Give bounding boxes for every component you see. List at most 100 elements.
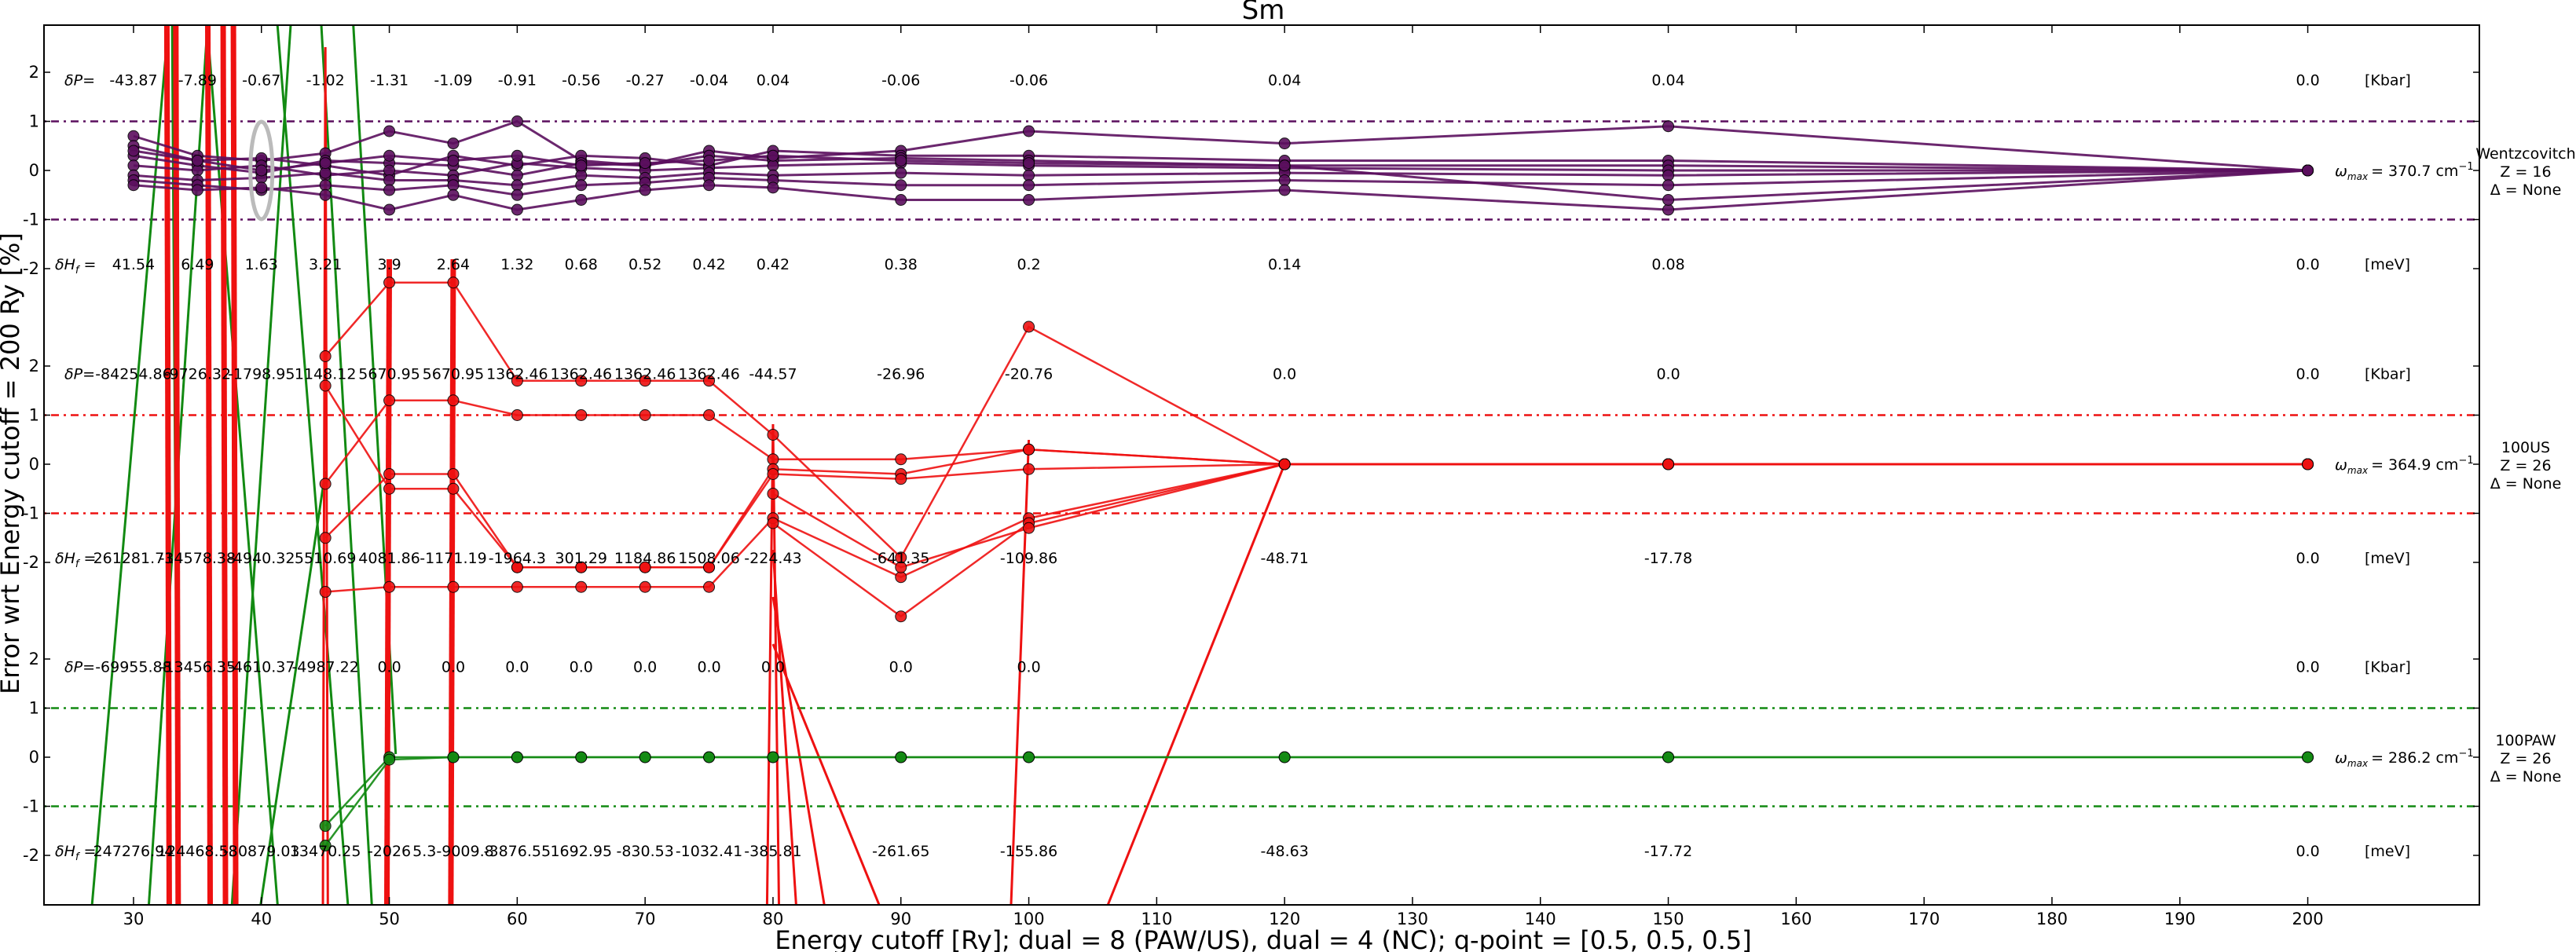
background-line <box>163 25 172 905</box>
dhf-symbol: δH <box>55 550 75 567</box>
y-tick-label: 0 <box>29 455 39 474</box>
x-tick-label: 70 <box>635 910 656 928</box>
data-point <box>703 751 716 763</box>
omega-label: ωmax = 286.2 cm−1 <box>2335 748 2474 769</box>
data-point <box>511 149 523 162</box>
dp-value: 0.0 <box>697 658 720 676</box>
data-point <box>1662 179 1675 192</box>
dp-value: -0.06 <box>881 71 920 89</box>
y-tick-label: 2 <box>29 357 39 375</box>
series-line <box>324 756 2308 827</box>
x-tick-label: 80 <box>763 910 784 928</box>
dhf-value: -1171.19 <box>420 550 486 567</box>
data-point <box>2302 751 2314 763</box>
data-point <box>383 203 396 216</box>
series-line <box>772 463 1285 618</box>
background-line <box>259 471 327 905</box>
data-point <box>895 610 907 623</box>
dhf-label: δHf = <box>55 843 96 863</box>
series-line <box>324 385 2308 569</box>
data-point <box>511 115 523 127</box>
data-point <box>1023 463 1035 475</box>
dhf-subscript: f <box>75 851 81 863</box>
data-point <box>895 561 907 573</box>
data-point <box>1023 522 1035 534</box>
panel-name: Wentzcovitch <box>2475 145 2575 163</box>
data-point <box>767 751 779 763</box>
data-point <box>127 130 140 142</box>
omega-label: ωmax = 364.9 cm−1 <box>2335 455 2474 476</box>
background-line <box>276 25 350 905</box>
data-point <box>191 155 203 167</box>
dp-value: 0.0 <box>570 658 593 676</box>
omega-subscript: max <box>2347 465 2369 476</box>
dhf-value: -2026 <box>368 843 411 860</box>
background-line <box>383 258 393 905</box>
dhf-unit: [meV] <box>2365 843 2410 860</box>
dhf-value: 261281.73 <box>93 550 174 567</box>
dhf-value: 0.52 <box>628 256 661 273</box>
dhf-value: 5.3-9009.8 <box>412 843 494 860</box>
omega-value: = 364.9 cm <box>2371 456 2458 474</box>
dhf-value: 1184.86 <box>614 550 676 567</box>
data-point <box>575 375 588 387</box>
dp-value: -0.06 <box>1010 71 1048 89</box>
data-point <box>127 145 140 157</box>
data-point <box>895 167 907 179</box>
y-tick-label: -1 <box>23 504 39 523</box>
dp-value: 0.0 <box>377 658 401 676</box>
data-point <box>1023 179 1035 192</box>
dhf-value: 41.54 <box>112 256 155 273</box>
dhf-unit: [meV] <box>2365 256 2410 273</box>
data-point <box>319 379 332 392</box>
dhf-value: 0.42 <box>692 256 725 273</box>
dp-value: -44.57 <box>749 365 797 383</box>
dp-value: 1362.46 <box>550 365 612 383</box>
dhf-value: 1.32 <box>500 256 533 273</box>
data-point <box>1662 169 1675 181</box>
data-point <box>1662 120 1675 133</box>
panel-delta: Δ = None <box>2490 475 2562 492</box>
series-layer <box>133 119 2308 847</box>
dp-value: -4610.37 <box>228 658 295 676</box>
dhf-symbol: δH <box>55 256 75 273</box>
x-tick-label: 100 <box>1013 910 1045 928</box>
data-point <box>575 159 588 172</box>
y-tick-label: 0 <box>29 161 39 180</box>
data-point <box>511 169 523 181</box>
series-line <box>133 169 2308 211</box>
data-point <box>1662 194 1675 206</box>
dhf-value: 4081.86 <box>358 550 420 567</box>
dp-label: δP= <box>64 365 95 383</box>
dhf-value: -17.72 <box>1644 843 1692 860</box>
data-point <box>447 751 460 763</box>
y-tick-label: -2 <box>23 259 39 278</box>
data-point <box>319 532 332 544</box>
dhf-value: 2.64 <box>437 256 470 273</box>
data-point <box>383 394 396 407</box>
dhf-value: -109.86 <box>1000 550 1057 567</box>
dp-value: 0.0 <box>761 658 785 676</box>
omega-symbol: ω <box>2335 163 2347 180</box>
data-point <box>1023 751 1035 763</box>
dhf-value: 3.21 <box>309 256 342 273</box>
x-tick-label: 30 <box>123 910 145 928</box>
dhf-value: -385.81 <box>744 843 801 860</box>
dhf-eq: = <box>79 843 97 860</box>
data-point <box>575 409 588 421</box>
data-point <box>767 453 779 466</box>
dp-value: 1362.46 <box>486 365 548 383</box>
dhf-value: -261.65 <box>872 843 929 860</box>
x-axis-label: Energy cutoff [Ry]; dual = 8 (PAW/US), d… <box>775 925 1751 952</box>
data-point <box>639 184 651 196</box>
dp-value: 0.0 <box>442 658 465 676</box>
data-point <box>767 149 779 162</box>
panel-z: Z = 26 <box>2500 750 2551 767</box>
axis-ticks: 30 40 50 60 70 80 90 100 110 120 130 140 150 160 170 18… <box>23 25 2479 928</box>
data-point <box>383 482 396 495</box>
data-point <box>767 468 779 480</box>
dhf-value: -30879.03 <box>223 843 300 860</box>
dp-value: 1362.46 <box>678 365 740 383</box>
data-point <box>895 571 907 584</box>
